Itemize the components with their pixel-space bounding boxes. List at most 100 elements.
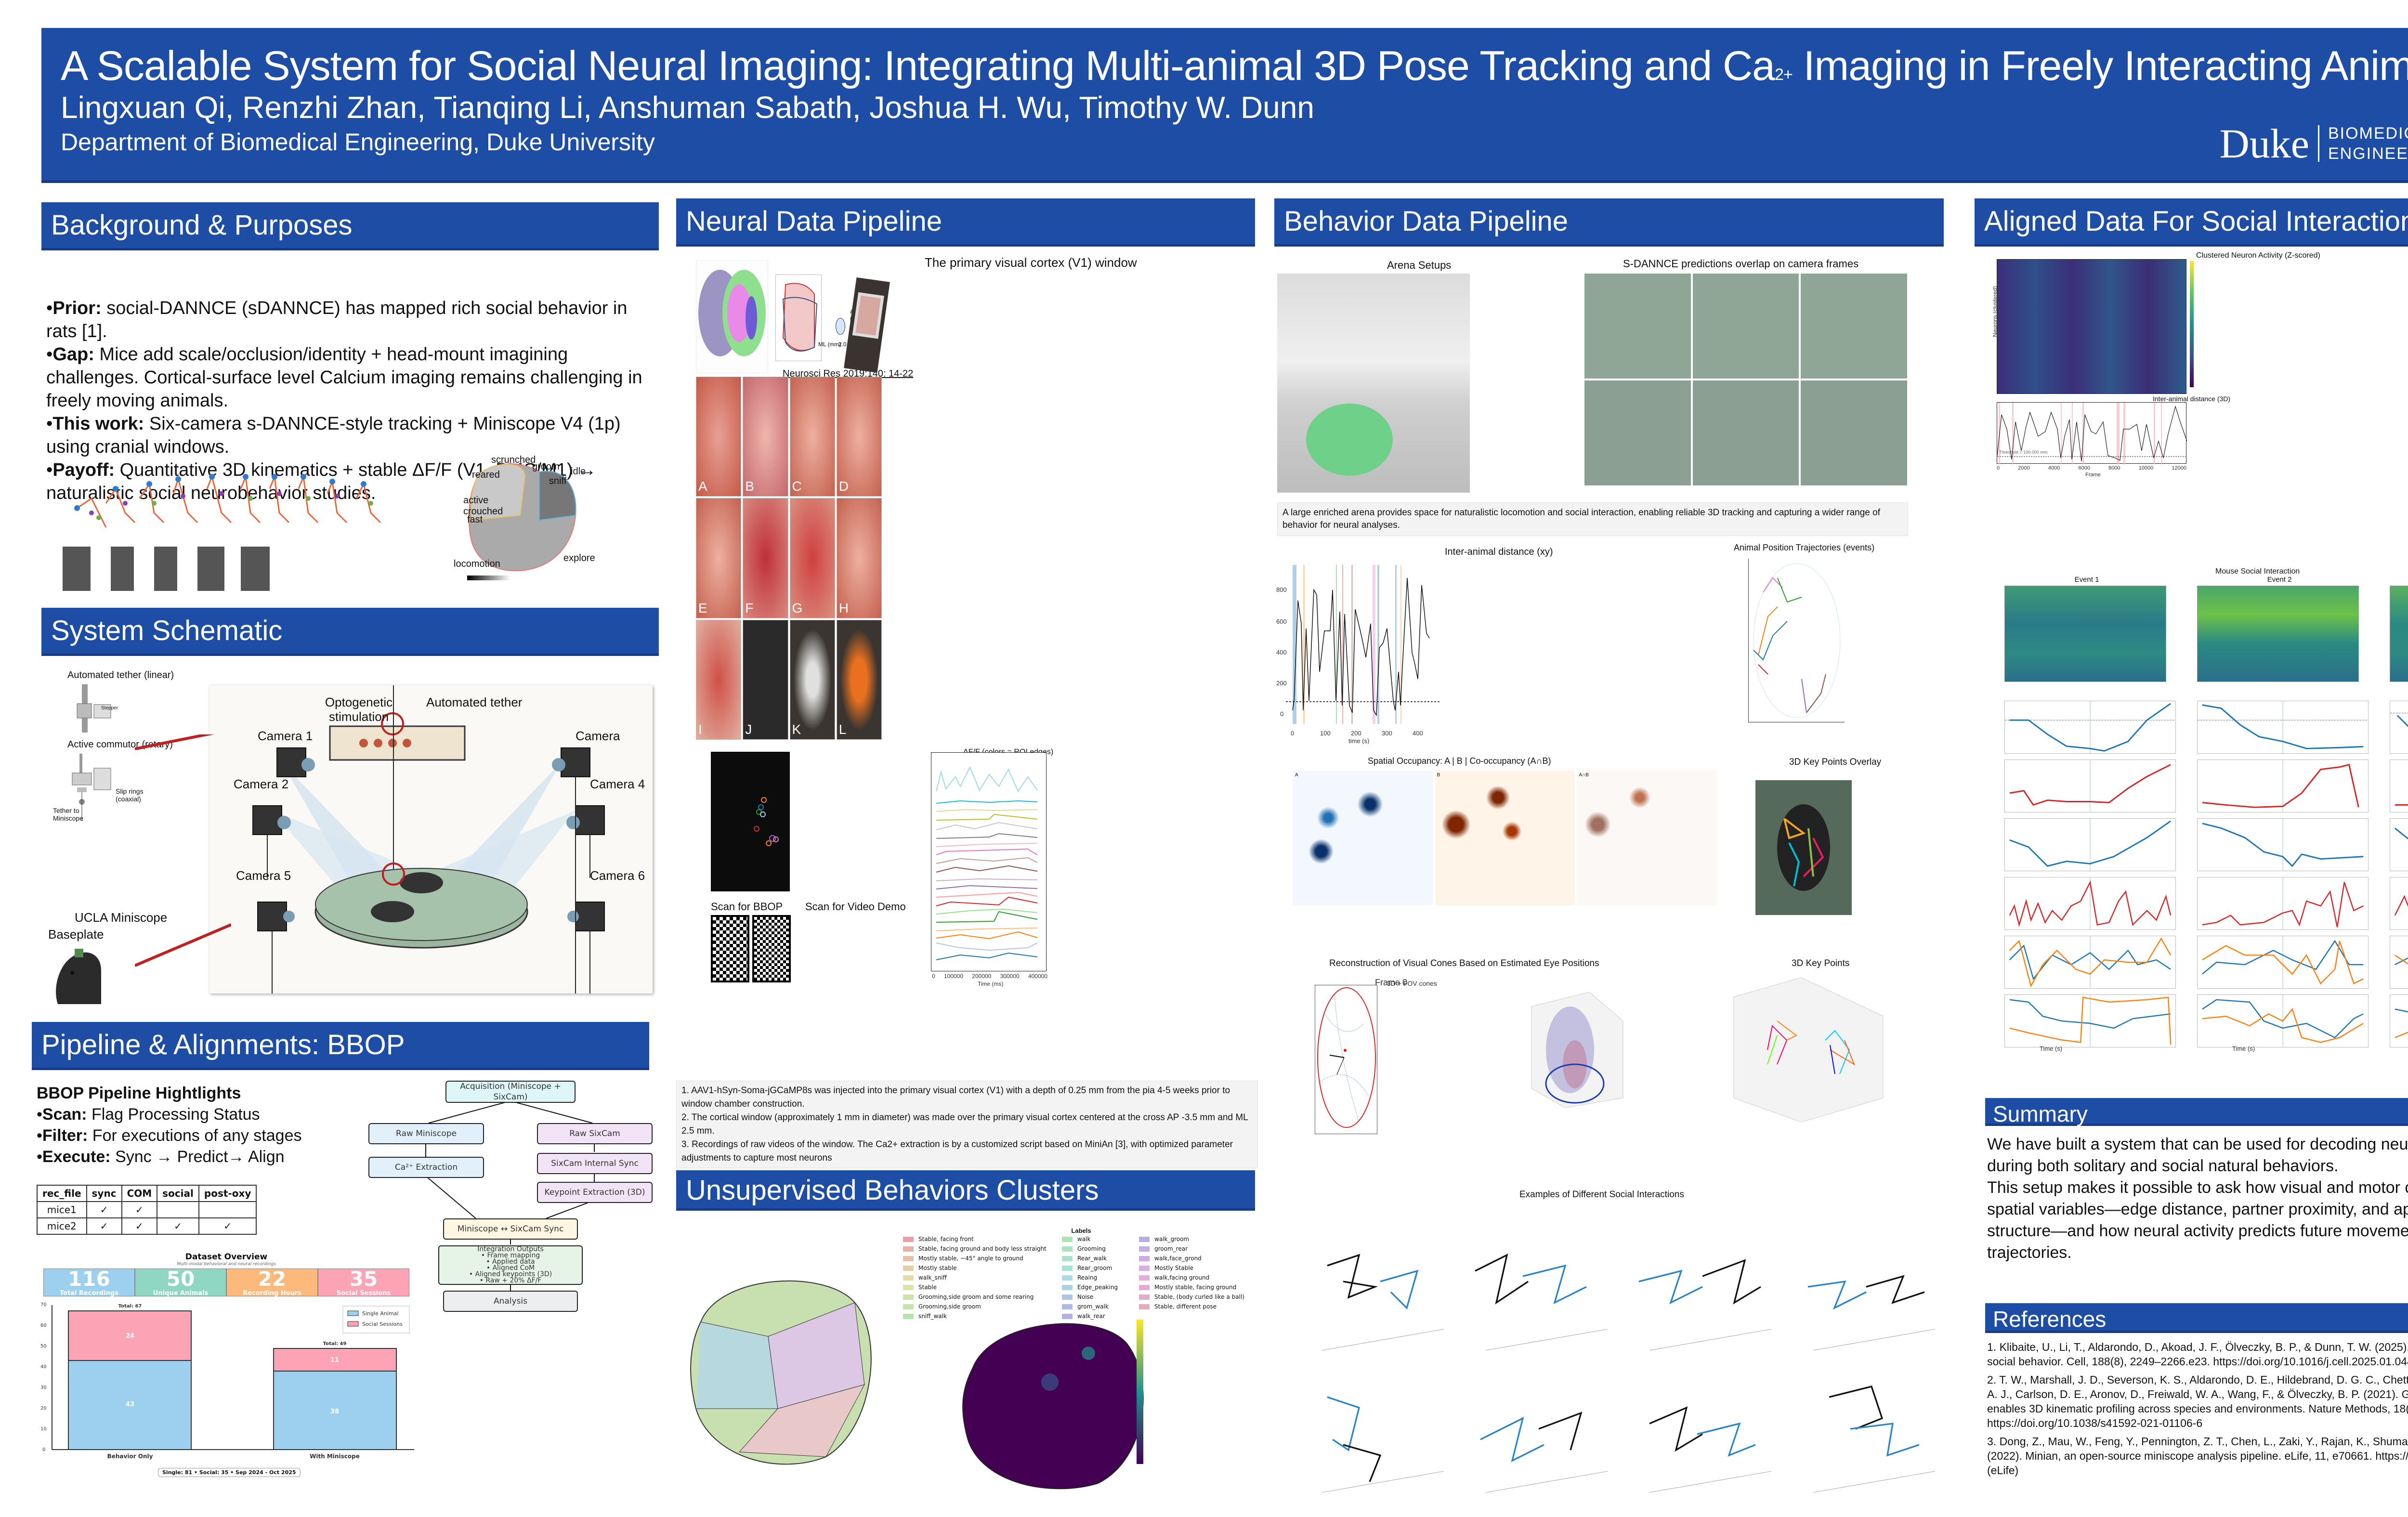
event-1-dz2 — [2004, 877, 2176, 930]
legend-item: walk,facing ground — [1139, 1273, 1259, 1282]
arena-cameras-icon — [252, 685, 605, 994]
sdannce-title: S-DANNCE predictions overlap on camera f… — [1623, 258, 1859, 270]
label-ucla-miniscope: UCLA Miniscope — [75, 910, 168, 925]
bbop-bullet: •Scan: Flag Processing Status — [37, 1105, 260, 1124]
logo-line1: BIOMEDICAL — [2328, 124, 2408, 143]
legend-item: Grooming,side groom — [903, 1302, 1062, 1311]
label-slip-rings: Slip rings (coaxial) — [116, 787, 144, 803]
interaction-example-7 — [1649, 1406, 1772, 1493]
flow-miniscope-sixcam-sync: Miniscope ↔ SixCam Sync — [443, 1218, 578, 1240]
dff-xticks: 0 100000 200000 300000 400000 — [932, 973, 1047, 980]
interactions-title: Examples of Different Social Interaction… — [1519, 1190, 1684, 1200]
legend-item: walk_groom — [1139, 1234, 1259, 1244]
stat-social-sessions: 35 Social Sessions — [318, 1268, 409, 1297]
event-3-distance — [2390, 701, 2408, 754]
heatmap-title: Clustered Neuron Activity (Z-scored) — [2196, 251, 2320, 260]
section-heading: Background & Purposes — [41, 202, 659, 250]
section-bbop: Pipeline & Alignments: BBOP — [32, 1022, 649, 1070]
event-2-heatmap[interactable] — [2197, 586, 2359, 682]
label-stepper: Stepper — [101, 706, 118, 711]
camera-frame-2 — [1692, 274, 1799, 379]
section-references: References 1. Klibaite, U., Li, T., Alda… — [1985, 1303, 2408, 1481]
label-optogenetic: Optogenetic stimulation — [325, 695, 393, 724]
table-header-row: rec_file sync COM social post-oxy — [37, 1185, 257, 1202]
skeleton-sequence-icon — [63, 474, 381, 591]
frame0-title: Frame 0 — [1375, 978, 1408, 987]
trajectories-title: Animal Position Trajectories (events) — [1734, 543, 1875, 552]
dist3d-xticks: 0 2000 4000 6000 8000 10000 12000 — [1997, 465, 2186, 471]
department: Department of Biomedical Engineering, Du… — [61, 129, 655, 156]
svg-text:With Miniscope: With Miniscope — [310, 1453, 360, 1460]
reference-item: 2. T. W., Marshall, J. D., Severson, K. … — [1987, 1373, 2408, 1429]
logo-divider — [2317, 125, 2319, 162]
camera-frame-5 — [1692, 380, 1799, 485]
note-1: 1. AAV1-hSyn-Soma-jGCaMP8s was injected … — [681, 1085, 1230, 1109]
legend-item: walk_sniff — [903, 1273, 1062, 1282]
qr-code-bbop[interactable] — [711, 915, 749, 982]
note-2: 2. The cortical window (approximately 1 … — [681, 1112, 1248, 1136]
svg-text:Total: 49: Total: 49 — [323, 1341, 347, 1347]
keypoints-3d-icon — [1733, 977, 1884, 1123]
section-background: Background & Purposes •Prior: social-DAN… — [41, 202, 659, 505]
section-heading: Unsupervised Behaviors Clusters — [676, 1170, 1255, 1211]
window-circle-icon — [836, 318, 845, 335]
svg-text:100: 100 — [1320, 730, 1331, 737]
label-camera-2: Camera 2 — [234, 777, 289, 791]
cluster-voronoi-icon — [690, 1280, 872, 1465]
event-2-distance — [2197, 701, 2369, 754]
event-3-snout — [2390, 818, 2408, 872]
svg-text:0: 0 — [42, 1447, 45, 1452]
event-1-pitch — [2004, 936, 2176, 989]
interaction-example-2 — [1475, 1253, 1608, 1351]
qr-bbop-label: Scan for BBOP — [711, 901, 783, 913]
bullet-this-work: •This work: Six-camera s-DANNCE-style tr… — [46, 414, 621, 457]
section-heading: Behavior Data Pipeline — [1274, 198, 1944, 247]
legend-item: walk_rear — [1062, 1311, 1139, 1321]
interaction-example-5 — [1322, 1396, 1444, 1493]
neuron-activity-heatmap[interactable] — [1997, 259, 2186, 394]
legend-item: Reaing — [1062, 1273, 1139, 1282]
section-heading: Aligned Data For Social Interactions — [1975, 198, 2408, 247]
event-1-heatmap[interactable] — [2004, 586, 2166, 682]
legend-item: Stable, (body curled like a ball) — [1139, 1292, 1259, 1302]
legend-item: Noise — [1062, 1292, 1139, 1302]
keypoints-overlay-photo — [1755, 780, 1852, 915]
brain-atlas-figure — [695, 260, 769, 374]
note-3: 3. Recordings of raw videos of the windo… — [681, 1139, 1233, 1163]
distance-xy-plot: 800 600 400 200 0 0 100 200 300 400 time (s) — [1276, 565, 1440, 744]
event-title: Event 3 — [2383, 575, 2408, 584]
event-1-dz — [2004, 759, 2176, 813]
social-interaction-title: Mouse Social Interaction — [2215, 567, 2300, 575]
trajectory-lines-icon — [1753, 563, 1841, 718]
surgery-photo-k: K — [789, 619, 835, 740]
section-heading: References — [1985, 1303, 2408, 1333]
interaction-example-6 — [1480, 1412, 1608, 1493]
flow-sixcam-internal-sync: SixCam Internal Sync — [537, 1153, 653, 1174]
arena-photo — [1277, 274, 1470, 493]
svg-text:300: 300 — [1382, 730, 1392, 737]
chart-subtitle: Multi-modal behavioral and neural record… — [177, 1262, 276, 1267]
legend-item: grom_walk — [1062, 1302, 1139, 1311]
svg-text:400: 400 — [1413, 730, 1423, 737]
heatmap-ylabel: Neurons (clustered) — [1991, 286, 1999, 337]
svg-text:50: 50 — [40, 1344, 47, 1349]
keypoints-3d-title: 3D Key Points — [1792, 958, 1850, 968]
event-3-heatmap[interactable] — [2390, 586, 2408, 682]
legend-item: walk,face_grond — [1139, 1254, 1259, 1263]
label-tether-miniscope: Tether to Miniscope — [53, 807, 84, 822]
event-1-yaw — [2004, 994, 2176, 1048]
v1-window-title: The primary visual cortex (V1) window — [925, 255, 1137, 270]
event-3-dz2 — [2390, 877, 2408, 930]
svg-text:Total: 67: Total: 67 — [118, 1304, 142, 1309]
reference-item: 1. Klibaite, U., Li, T., Aldarondo, D., … — [1987, 1341, 2408, 1368]
qr-code-video-demo[interactable] — [752, 915, 791, 982]
svg-text:11: 11 — [330, 1357, 339, 1364]
ml-label: ML (mm) — [818, 341, 841, 348]
occupancy-title: Spatial Occupancy: A | B | Co-occupancy … — [1368, 756, 1551, 766]
legend-item: walk — [1062, 1234, 1139, 1244]
zscore-colorbar — [2190, 261, 2194, 387]
interanimal-distance-xy-chart: Inter-animal distance (xy) 800 600 400 200 0… — [1276, 547, 1729, 744]
label-camera-6: Camera 6 — [590, 868, 645, 883]
cluster-map-figure — [681, 1264, 889, 1471]
svg-text:600: 600 — [1276, 618, 1287, 625]
